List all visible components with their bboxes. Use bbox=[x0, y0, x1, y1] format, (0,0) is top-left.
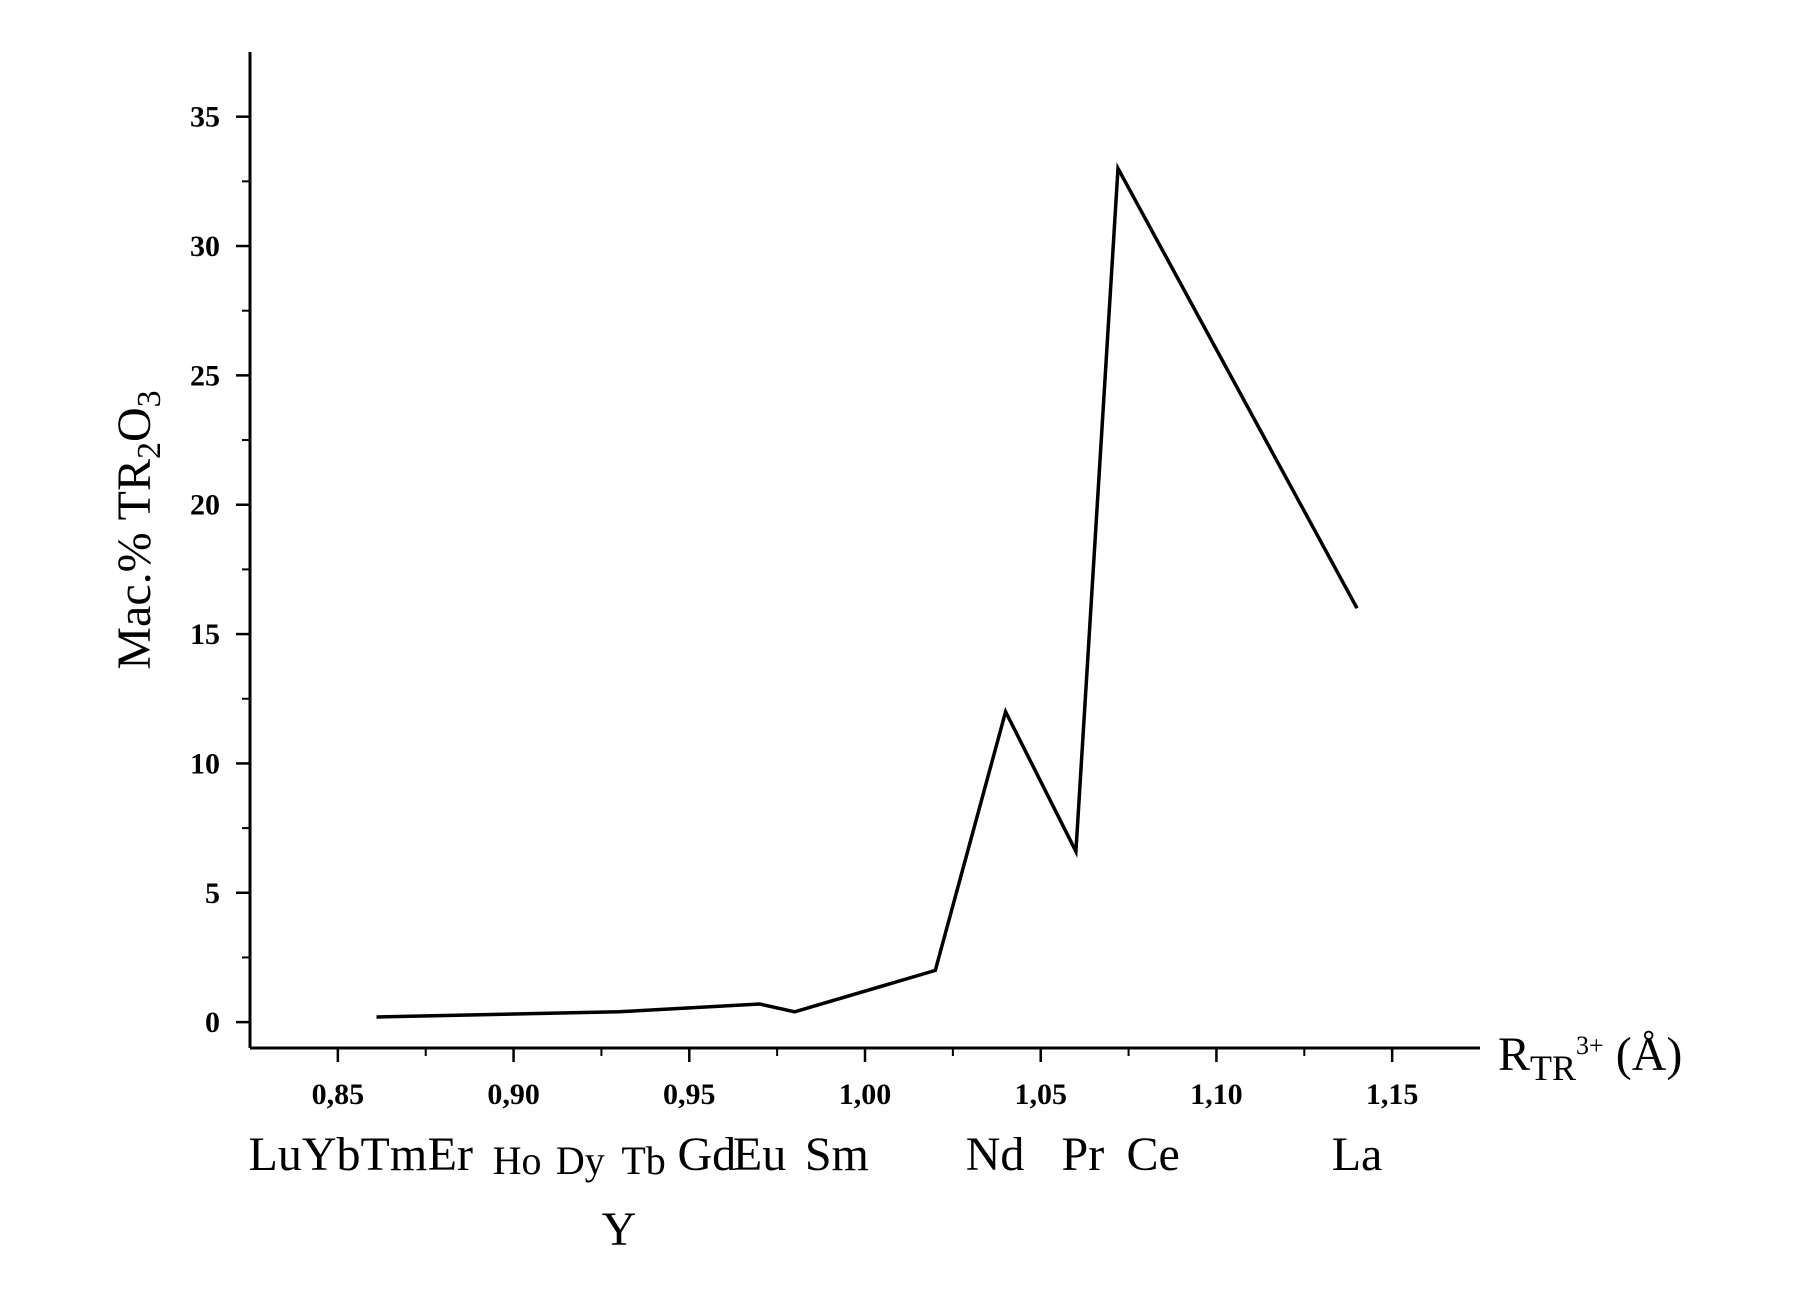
element-label: Tb bbox=[621, 1138, 665, 1183]
y-tick-label: 0 bbox=[205, 1006, 220, 1039]
element-label: Er bbox=[428, 1128, 473, 1181]
element-label: La bbox=[1332, 1128, 1383, 1181]
series-line bbox=[376, 162, 1359, 1019]
x-axis-title-main: R bbox=[1498, 1028, 1530, 1081]
y-tick-label: 5 bbox=[205, 877, 220, 910]
y-tick-label: 15 bbox=[190, 618, 220, 651]
element-label: Gd bbox=[678, 1128, 737, 1181]
ticks bbox=[236, 115, 1394, 1062]
axes bbox=[248, 52, 1480, 1050]
y-axis-title-mid: O bbox=[108, 407, 161, 442]
y-tick-label: 25 bbox=[190, 359, 220, 392]
x-tick-label: 1,05 bbox=[1014, 1078, 1067, 1111]
x-axis-title-sub: TR bbox=[1530, 1048, 1576, 1088]
element-label: Ho bbox=[493, 1138, 542, 1183]
element-label: Y bbox=[602, 1203, 637, 1256]
element-label: Dy bbox=[556, 1138, 605, 1183]
x-axis-title-unit: (Å) bbox=[1604, 1028, 1683, 1081]
y-axis-title-sub1: 2 bbox=[131, 442, 168, 459]
x-axis-title-sup: 3+ bbox=[1576, 1031, 1604, 1060]
x-tick-label: 1,10 bbox=[1190, 1078, 1243, 1111]
x-tick-label: 1,00 bbox=[839, 1078, 892, 1111]
tick-labels: 0,85 0,90 0,95 1,00 1,05 1,10 1,15 0 5 10 15 20 25 30… bbox=[190, 101, 1418, 1111]
element-label: Ce bbox=[1127, 1128, 1180, 1181]
x-axis-title: RTR3+ (Å) bbox=[1498, 1028, 1682, 1088]
y-axis-title-sub2: 3 bbox=[131, 390, 168, 407]
element-label: Eu bbox=[733, 1128, 786, 1181]
x-tick-label: 0,85 bbox=[312, 1078, 365, 1111]
x-tick-label: 0,95 bbox=[663, 1078, 716, 1111]
x-tick-label: 1,15 bbox=[1366, 1078, 1419, 1111]
y-axis-title: Мас.% TR2O3 bbox=[108, 390, 168, 669]
y-tick-label: 35 bbox=[190, 101, 220, 134]
y-tick-label: 20 bbox=[190, 489, 220, 522]
element-label: Nd bbox=[966, 1128, 1025, 1181]
y-axis-title-main: Мас.% TR bbox=[108, 459, 161, 670]
element-label: Sm bbox=[805, 1128, 869, 1181]
y-tick-label: 30 bbox=[190, 230, 220, 263]
element-label: Pr bbox=[1062, 1128, 1105, 1181]
series bbox=[376, 162, 1359, 1019]
y-tick-label: 10 bbox=[190, 747, 220, 780]
x-tick-label: 0,90 bbox=[487, 1078, 540, 1111]
element-label: LuYbTm bbox=[249, 1128, 428, 1181]
